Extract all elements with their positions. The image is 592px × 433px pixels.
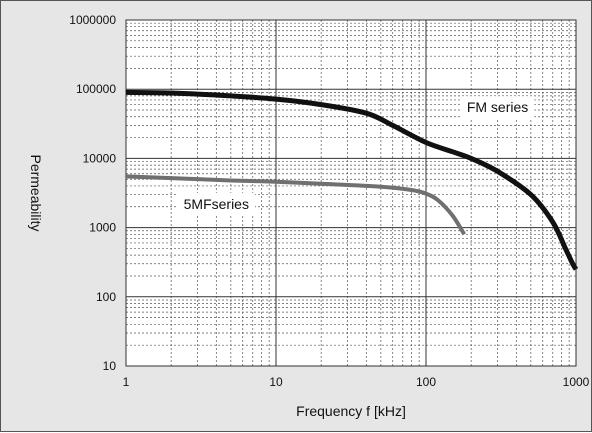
series-5mfseries-line [125,174,466,236]
series-layer [125,89,579,271]
y-tick-label: 1000000 [69,13,116,27]
y-tick-label: 10 [103,359,117,373]
y-tick-label: 1000 [89,221,116,235]
x-axis-title: Frequency f [kHz] [296,403,406,419]
annotation-layer: FM series 5MFseries [177,96,535,215]
annotation-label: FM series [467,99,528,115]
minor-grid [126,20,576,366]
major-grid [125,19,577,367]
tick-labels: 1 10 100 1000 10 100 1000 10000 100000 1000000 [69,13,589,389]
y-tick-label: 100 [96,290,116,304]
annotation-5mfseries: 5MFseries [177,192,255,215]
y-axis-title: Permeability [28,154,44,231]
y-tick-label: 100000 [76,82,116,96]
x-tick-label: 10 [269,375,283,389]
annotation-box [460,96,535,119]
annotation-fm-series: FM series [460,96,535,119]
y-tick-label: 10000 [83,151,117,165]
x-tick-label: 1000 [563,375,590,389]
annotation-label: 5MFseries [184,196,249,212]
annotation-box [177,192,255,215]
x-tick-label: 1 [123,375,130,389]
series-fm-series-line [125,89,579,271]
x-tick-label: 100 [416,375,436,389]
